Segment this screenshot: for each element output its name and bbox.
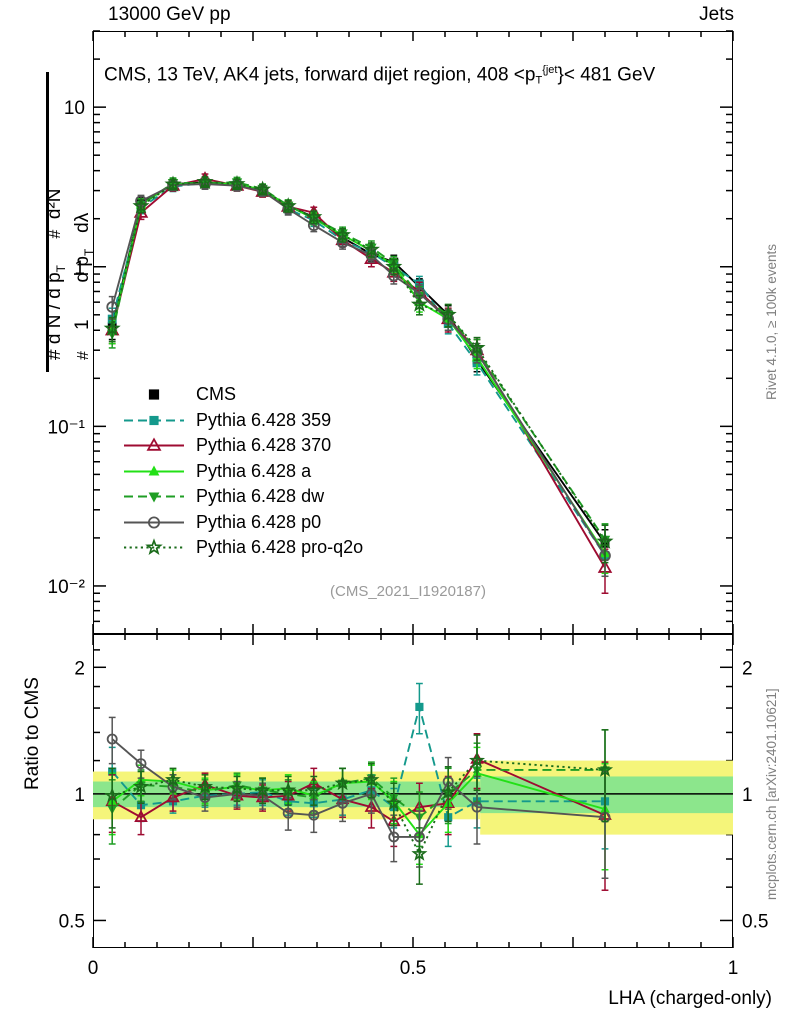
main-y-axis-label: # d N / d pT # d²N # 1 d pT dλ (0, 30, 96, 630)
ratio-y-tick-right-1: 1 (742, 785, 753, 806)
ratio-plot-panel (93, 634, 733, 948)
legend-label-0: CMS (196, 384, 236, 404)
x-tick-1: 0.5 (400, 958, 426, 979)
header-beam-label: 13000 GeV pp (108, 4, 231, 25)
y-label-line-1: # d N / d pT # d²N (44, 188, 68, 360)
main-plot-panel (93, 31, 733, 634)
main-plot-title: CMS, 13 TeV, AK4 jets, forward dijet reg… (104, 64, 656, 87)
x-tick-2: 1 (728, 958, 739, 979)
legend-key-2 (122, 433, 186, 459)
legend-label-4: Pythia 6.428 dw (196, 486, 325, 506)
legend-key-4 (122, 484, 186, 510)
legend-key-0 (122, 382, 186, 408)
x-axis-label: LHA (charged-only) (608, 988, 772, 1009)
legend-label-6: Pythia 6.428 pro-q2o (196, 537, 364, 557)
ratio-y-axis-label: Ratio to CMS (22, 677, 43, 790)
rivet-version-note: Rivet 4.1.0, ≥ 100k events (764, 244, 779, 400)
ratio-y-tick-left-0: 2 (74, 658, 85, 679)
y-label-fraction-bar (46, 72, 49, 372)
legend-label-5: Pythia 6.428 p0 (196, 511, 322, 532)
legend-key-1 (122, 408, 186, 434)
x-tick-0: 0 (88, 958, 99, 979)
mcplots-source-note: mcplots.cern.ch [arXiv:2401.10621] (764, 688, 779, 900)
ratio-y-tick-right-2: 0.5 (742, 911, 768, 932)
ratio-y-tick-right-0: 2 (742, 658, 753, 679)
analysis-id-watermark: (CMS_2021_I1920187) (330, 583, 486, 600)
legend-key-3 (122, 459, 186, 485)
header-category-label: Jets (699, 4, 734, 25)
ratio-y-tick-left-1: 1 (74, 785, 85, 806)
legend-label-1: Pythia 6.428 359 (196, 409, 332, 430)
legend-label-3: Pythia 6.428 a (196, 460, 312, 481)
legend-label-2: Pythia 6.428 370 (196, 435, 332, 455)
legend-key-5 (122, 510, 186, 536)
legend-key-6 (122, 535, 186, 561)
ratio-y-tick-left-2: 0.5 (59, 911, 85, 932)
